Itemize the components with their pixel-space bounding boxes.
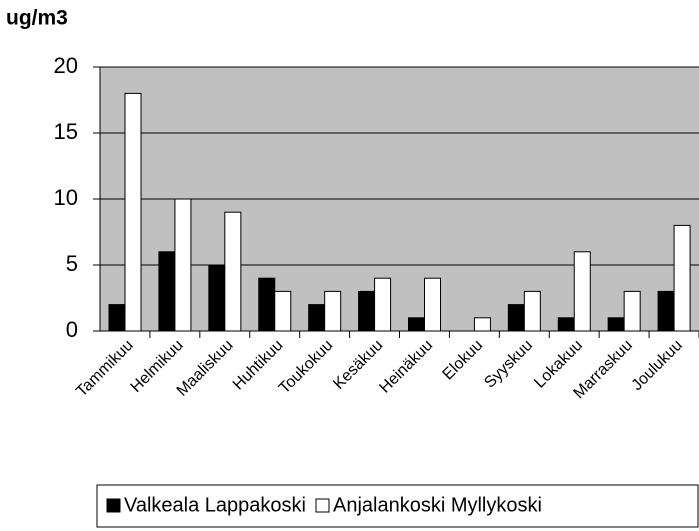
legend-swatch [315, 498, 330, 513]
bar [507, 304, 525, 332]
bar [158, 251, 176, 332]
bar [208, 264, 226, 332]
bar [473, 317, 491, 332]
y-tick-label: 20 [54, 53, 78, 78]
x-tick-label: Heinäkuu [376, 337, 436, 397]
x-tick-label: Toukokuu [276, 337, 336, 397]
bar [358, 290, 376, 332]
bar [258, 277, 276, 332]
bar [573, 251, 591, 332]
y-tick-label: 15 [54, 119, 78, 144]
bar [523, 290, 541, 332]
y-tick-label: 10 [54, 185, 78, 210]
x-tick-label: Syyskuu [481, 337, 536, 392]
legend-box [96, 484, 699, 528]
x-tick-label: Joulukuu [629, 337, 686, 394]
bar [274, 290, 292, 332]
bar [108, 304, 126, 332]
bar [308, 304, 326, 332]
bar [673, 224, 691, 332]
y-tick-label: 5 [66, 251, 78, 276]
x-tick-label: Elokuu [440, 337, 487, 384]
legend-label: Anjalankoski Myllykoski [333, 494, 542, 516]
bar [224, 211, 242, 332]
bar [374, 277, 392, 332]
legend-label: Valkeala Lappakoski [124, 494, 306, 516]
bar [124, 92, 142, 332]
bar [607, 317, 625, 332]
y-axis-label: ug/m3 [6, 7, 68, 30]
bar [324, 290, 342, 332]
bar [174, 198, 192, 332]
bar [657, 290, 675, 332]
x-tick-label: Tammikuu [73, 337, 137, 401]
bar [557, 317, 575, 332]
bar [424, 277, 441, 332]
y-tick-label: 0 [66, 317, 78, 342]
legend-swatch [106, 498, 121, 513]
bar [408, 317, 425, 332]
bar [623, 290, 641, 332]
